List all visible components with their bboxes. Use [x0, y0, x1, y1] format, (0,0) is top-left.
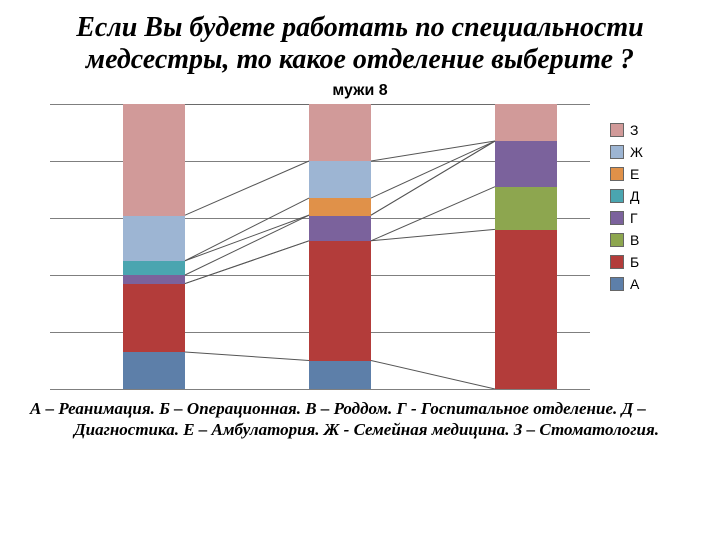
plot-area	[50, 104, 590, 389]
legend-swatch	[610, 145, 624, 159]
legend-item-Г: Г	[610, 210, 670, 226]
legend-label: З	[630, 122, 638, 138]
legend-swatch	[610, 167, 624, 181]
chart-container: ЗЖЕДГВБА	[50, 104, 670, 389]
legend-label: Г	[630, 210, 638, 226]
legend-item-Ж: Ж	[610, 144, 670, 160]
stacked-bar	[495, 104, 557, 389]
bar-segment-Г	[309, 216, 371, 242]
legend-label: Д	[630, 188, 639, 204]
bar-segment-В	[495, 187, 557, 230]
caption: А – Реанимация. Б – Операционная. В – Ро…	[30, 399, 690, 440]
legend-swatch	[610, 277, 624, 291]
legend-item-З: З	[610, 122, 670, 138]
stacked-bar	[309, 104, 371, 389]
bar-segment-Ж	[309, 161, 371, 198]
legend-label: А	[630, 276, 639, 292]
bar-segment-Г	[123, 275, 185, 284]
bar-segment-Ж	[123, 216, 185, 262]
legend-swatch	[610, 255, 624, 269]
legend-label: Е	[630, 166, 639, 182]
legend-label: Б	[630, 254, 639, 270]
bar-segment-З	[309, 104, 371, 161]
bar-segment-А	[309, 361, 371, 390]
bar-segment-Б	[309, 241, 371, 361]
bar-segment-Г	[495, 141, 557, 187]
bar-segment-Д	[123, 261, 185, 275]
legend-item-Е: Е	[610, 166, 670, 182]
legend-item-А: А	[610, 276, 670, 292]
legend-item-Б: Б	[610, 254, 670, 270]
legend-item-Д: Д	[610, 188, 670, 204]
bar-segment-Б	[123, 284, 185, 352]
gridline	[50, 389, 590, 390]
chart-subtitle: мужи 8	[20, 82, 700, 100]
bar-segment-З	[123, 104, 185, 215]
chart-title: Если Вы будете работать по специальности…	[30, 12, 690, 76]
legend: ЗЖЕДГВБА	[610, 122, 670, 298]
bar-segment-Е	[309, 198, 371, 215]
legend-label: В	[630, 232, 639, 248]
stacked-bar	[123, 104, 185, 389]
legend-label: Ж	[630, 144, 643, 160]
legend-swatch	[610, 211, 624, 225]
legend-item-В: В	[610, 232, 670, 248]
bar-segment-Б	[495, 230, 557, 390]
bar-segment-А	[123, 352, 185, 389]
legend-swatch	[610, 233, 624, 247]
bar-segment-З	[495, 104, 557, 141]
legend-swatch	[610, 189, 624, 203]
legend-swatch	[610, 123, 624, 137]
